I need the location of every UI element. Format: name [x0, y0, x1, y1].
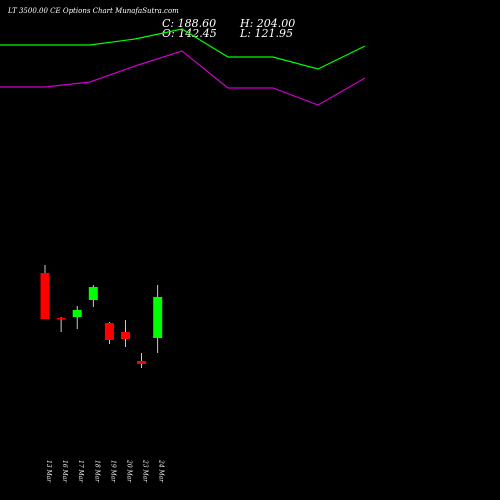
- x-tick-labels: 13 Mar 16 Mar 17 Mar 18 Mar 19 Mar 20 Mar 23 M…: [45, 459, 165, 483]
- x-tick-label: 18 Mar: [93, 460, 100, 483]
- candle-23-mar: [137, 353, 147, 368]
- x-tick-label: 20 Mar: [126, 459, 133, 483]
- candle-body: [153, 297, 163, 338]
- x-tick-label: 17 Mar: [77, 460, 84, 483]
- candle-24-mar: [153, 285, 163, 353]
- candle-18-mar: [88, 285, 98, 307]
- candle-body: [88, 287, 98, 300]
- candle-body: [137, 361, 147, 364]
- high-value: H: 204.00: [239, 17, 295, 30]
- x-tick-label: 23 Mar: [142, 459, 149, 483]
- close-value: C: 188.60: [162, 17, 216, 30]
- candle-body: [121, 332, 130, 339]
- chart-title: LT 3500.00 CE Options Chart MunafaSutra.…: [7, 7, 179, 15]
- lower-band-line: [0, 50, 366, 106]
- candle-body: [56, 318, 66, 320]
- candle-body: [104, 323, 114, 340]
- candle-16-mar: [56, 317, 66, 332]
- x-tick-label: 24 Mar: [158, 459, 165, 483]
- candles-group: [40, 265, 163, 368]
- x-tick-label: 13 Mar: [45, 460, 52, 483]
- candle-19-mar: [104, 322, 114, 344]
- x-tick-label: 16 Mar: [61, 460, 68, 483]
- candle-13-mar: [40, 265, 50, 319]
- x-tick-label: 19 Mar: [109, 460, 116, 483]
- low-value: L: 121.95: [239, 27, 293, 40]
- candle-20-mar: [121, 320, 130, 347]
- upper-band-line: [0, 28, 366, 70]
- candle-body: [72, 310, 82, 317]
- candle-17-mar: [72, 306, 82, 329]
- candle-body: [40, 273, 50, 319]
